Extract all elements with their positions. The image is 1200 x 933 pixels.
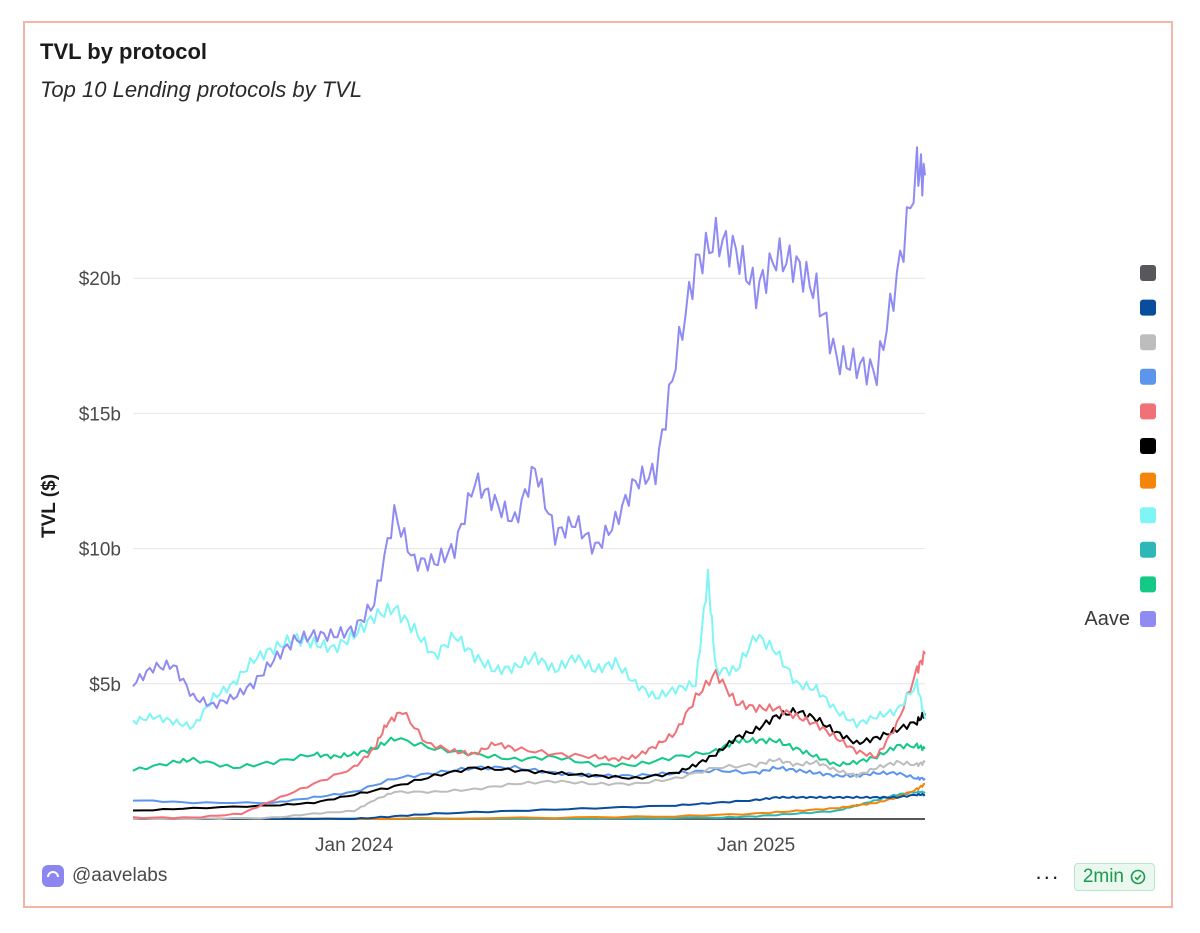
series-line: [132, 782, 926, 820]
y-tick-label: $5b: [89, 675, 121, 696]
series-line: [132, 707, 926, 812]
check-circle-icon: [1130, 869, 1146, 885]
y-axis-label: TVL ($): [39, 474, 60, 538]
legend-swatch: [1140, 438, 1156, 454]
author-attribution[interactable]: @aavelabs: [42, 865, 167, 887]
more-options-button[interactable]: ···: [1034, 864, 1060, 889]
legend-swatch: [1140, 334, 1156, 351]
refresh-badge[interactable]: 2min: [1073, 863, 1155, 891]
y-tick-label: $15b: [79, 404, 121, 425]
series-line: [132, 757, 926, 820]
chart-subtitle: Top 10 Lending protocols by TVL: [40, 77, 363, 102]
series-line: [132, 790, 926, 820]
legend-swatch: [1140, 507, 1156, 524]
legend-swatch: [1140, 472, 1156, 489]
y-tick-label: $10b: [79, 540, 121, 561]
series-line: [132, 736, 926, 772]
footer-controls: ··· 2min: [1035, 863, 1155, 891]
legend-swatch: [1140, 265, 1156, 281]
author-handle[interactable]: @aavelabs: [72, 865, 168, 886]
legend-swatch: [1140, 368, 1156, 385]
series-line: [132, 792, 926, 820]
legend-swatch: [1140, 611, 1156, 627]
y-tick-label: $20b: [79, 269, 121, 290]
series-line: [132, 568, 926, 730]
dune-logo-icon: [42, 865, 64, 887]
legend-swatch: [1140, 403, 1156, 420]
x-tick-label: Jan 2024: [315, 835, 394, 856]
x-tick-label: Jan 2025: [717, 835, 795, 856]
legend-swatch: [1140, 541, 1156, 558]
series-line: [132, 650, 926, 820]
series-line: [132, 146, 926, 710]
legend-label: Aave: [1084, 608, 1130, 630]
legend-swatch: [1140, 299, 1156, 316]
tvl-line-chart: $5b $10b $15b $20b Jan 2024 Jan 2025 TVL ($) Aa…: [39, 146, 1156, 856]
chart-title: TVL by protocol: [40, 39, 208, 64]
legend-swatch: [1140, 576, 1156, 593]
chart-card: TVL by protocol Top 10 Lending protocols…: [23, 21, 1173, 908]
refresh-time: 2min: [1082, 866, 1124, 887]
